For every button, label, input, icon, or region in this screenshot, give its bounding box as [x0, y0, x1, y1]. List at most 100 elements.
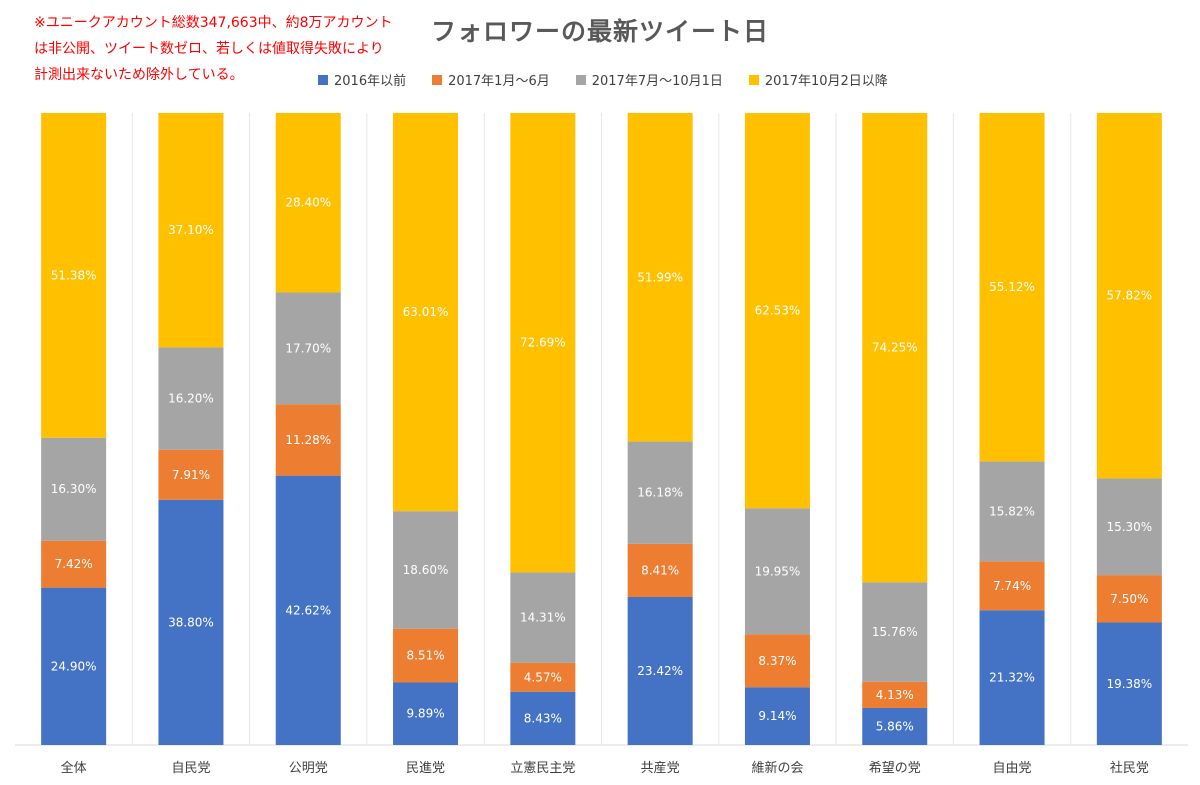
legend-label: 2016年以前 — [334, 74, 407, 89]
bar-segment — [862, 582, 928, 682]
legend-swatch — [575, 74, 586, 85]
legend-item: 2017年1月～6月 — [432, 70, 550, 89]
bar-segment — [1096, 622, 1162, 745]
bar-segment — [744, 634, 810, 688]
data-label: 74.25% — [872, 341, 918, 355]
data-label: 24.90% — [51, 659, 97, 673]
bar-segment — [393, 511, 459, 629]
bar-segment — [744, 687, 810, 745]
data-label: 9.89% — [406, 707, 444, 721]
category-label: 自民党 — [171, 761, 210, 776]
bar-segment — [158, 499, 224, 745]
data-label: 19.95% — [755, 564, 801, 578]
data-label: 23.42% — [637, 664, 683, 678]
data-label: 37.10% — [168, 223, 214, 237]
bar-segment — [627, 543, 693, 597]
bar-segment — [627, 596, 693, 745]
data-label: 18.60% — [403, 563, 449, 577]
category-label: 立憲民主党 — [510, 760, 575, 776]
chart-legend: 2016年以前 2017年1月～6月 2017年7月～10月1日 2017年10月2日… — [318, 70, 888, 89]
data-label: 7.91% — [172, 468, 210, 482]
data-label: 63.01% — [403, 305, 449, 319]
bar-segment — [627, 113, 693, 442]
data-label: 15.82% — [989, 504, 1035, 518]
category-label: 維新の会 — [751, 760, 803, 776]
bar-segment — [862, 113, 928, 583]
data-label: 55.12% — [989, 280, 1035, 294]
bar-segment — [510, 662, 576, 692]
data-label: 9.14% — [758, 709, 796, 723]
bar-segment — [158, 112, 224, 348]
legend-item: 2017年10月2日以降 — [748, 70, 888, 89]
data-label: 51.99% — [637, 270, 683, 284]
bar-segment — [41, 113, 107, 438]
data-label: 17.70% — [285, 341, 331, 355]
bar-segment — [862, 707, 928, 745]
data-label: 28.40% — [285, 196, 331, 210]
data-label: 57.82% — [1106, 289, 1152, 303]
legend-item: 2016年以前 — [318, 70, 406, 89]
data-label: 38.80% — [168, 615, 214, 629]
bar-segment — [41, 437, 107, 541]
bar-segment — [41, 540, 107, 588]
legend-item: 2017年7月～10月1日 — [575, 70, 723, 89]
data-label: 8.51% — [406, 649, 444, 663]
bar-segment — [158, 449, 224, 500]
data-label: 16.20% — [168, 392, 214, 406]
chart-title: フォロワーの最新ツイート日 — [430, 17, 769, 46]
bar-segment — [1096, 478, 1162, 576]
bar-segment — [275, 113, 341, 293]
bar-segment — [627, 441, 693, 544]
bar-segment — [275, 475, 341, 745]
data-label: 5.86% — [876, 719, 914, 733]
data-label: 8.41% — [641, 563, 679, 577]
bar-segment — [510, 691, 576, 745]
bar-segment — [979, 461, 1045, 562]
data-label: 8.37% — [758, 654, 796, 668]
bar-segment — [744, 113, 810, 509]
category-label: 自由党 — [993, 761, 1032, 776]
bar-segment — [275, 292, 341, 405]
bar-segment — [862, 681, 928, 708]
data-label: 8.43% — [524, 711, 562, 725]
bar-segment — [979, 610, 1045, 745]
data-label: 16.30% — [51, 482, 97, 496]
data-label: 11.28% — [285, 433, 331, 447]
legend-swatch — [748, 74, 759, 85]
category-label: 希望の党 — [869, 760, 921, 776]
data-label: 7.50% — [1110, 592, 1148, 606]
category-label: 全体 — [61, 760, 87, 776]
category-label: 共産党 — [641, 760, 680, 776]
bar-segment — [41, 587, 107, 745]
bar-segment — [393, 112, 459, 512]
data-label: 16.18% — [637, 486, 683, 500]
bar-segment — [275, 404, 341, 476]
data-label: 42.62% — [285, 603, 331, 617]
data-label: 4.57% — [524, 670, 562, 684]
category-label: 公明党 — [289, 761, 328, 776]
data-label: 15.76% — [872, 625, 918, 639]
legend-label: 2017年10月2日以降 — [764, 74, 888, 89]
category-label: 民進党 — [406, 761, 445, 776]
bar-segment — [510, 572, 576, 663]
bar-segment — [1096, 113, 1162, 479]
data-label: 21.32% — [989, 671, 1035, 685]
data-label: 72.69% — [520, 336, 566, 350]
chart-annotation: ※ユニークアカウント総数347,663中、約8万アカウント は非公開、ツイート数… — [34, 15, 393, 83]
bar-segment — [158, 347, 224, 450]
data-label: 51.38% — [51, 268, 97, 282]
data-label: 15.30% — [1106, 520, 1152, 534]
bar-segment — [744, 508, 810, 635]
bar-segment — [1096, 575, 1162, 623]
bar-segment — [979, 561, 1045, 611]
legend-swatch — [432, 74, 443, 85]
data-label: 14.31% — [520, 611, 566, 625]
data-label: 19.38% — [1106, 677, 1152, 691]
legend-label: 2017年7月～10月1日 — [591, 74, 723, 89]
data-label: 7.74% — [993, 579, 1031, 593]
data-label: 7.42% — [55, 557, 93, 571]
data-label: 62.53% — [755, 304, 801, 318]
data-label: 4.13% — [876, 688, 914, 702]
legend-label: 2017年1月～6月 — [448, 74, 550, 89]
